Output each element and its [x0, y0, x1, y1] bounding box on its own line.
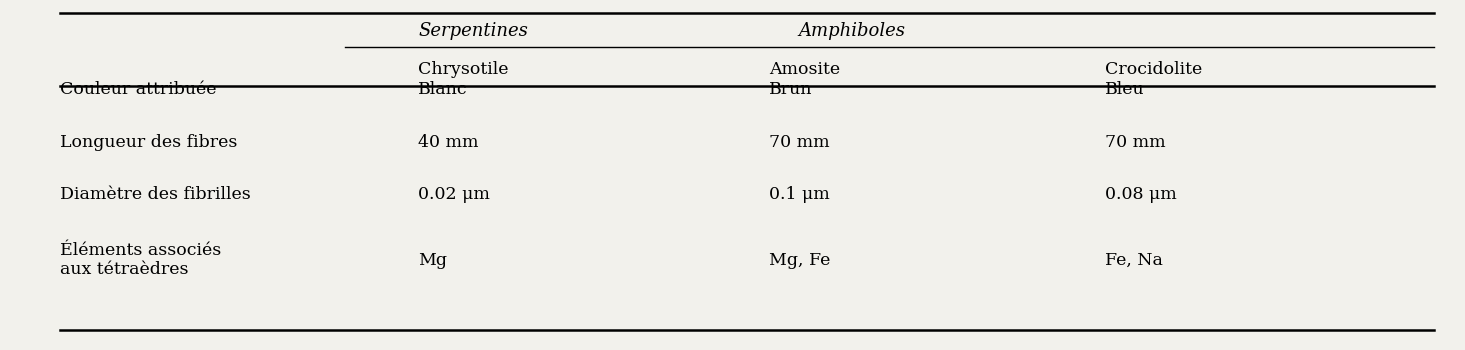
Text: 40 mm: 40 mm	[418, 133, 479, 150]
Text: Longueur des fibres: Longueur des fibres	[60, 133, 237, 150]
Text: Chrysotile: Chrysotile	[418, 61, 508, 78]
Text: 70 mm: 70 mm	[769, 133, 829, 150]
Text: Diamètre des fibrilles: Diamètre des fibrilles	[60, 186, 251, 203]
Text: Serpentines: Serpentines	[418, 22, 527, 40]
Text: Bleu: Bleu	[1106, 82, 1146, 98]
Text: Amphiboles: Amphiboles	[798, 22, 905, 40]
Text: Mg, Fe: Mg, Fe	[769, 252, 831, 268]
Text: Couleur attribuée: Couleur attribuée	[60, 82, 217, 98]
Text: Blanc: Blanc	[418, 82, 467, 98]
Text: Fe, Na: Fe, Na	[1106, 252, 1163, 268]
Text: Mg: Mg	[418, 252, 447, 268]
Text: 70 mm: 70 mm	[1106, 133, 1166, 150]
Text: Éléments associés
aux tétraèdres: Éléments associés aux tétraèdres	[60, 242, 221, 278]
Text: 0.02 μm: 0.02 μm	[418, 186, 489, 203]
Text: Amosite: Amosite	[769, 61, 841, 78]
Text: 0.08 μm: 0.08 μm	[1106, 186, 1176, 203]
Text: Brun: Brun	[769, 82, 813, 98]
Text: 0.1 μm: 0.1 μm	[769, 186, 829, 203]
Text: Crocidolite: Crocidolite	[1106, 61, 1203, 78]
